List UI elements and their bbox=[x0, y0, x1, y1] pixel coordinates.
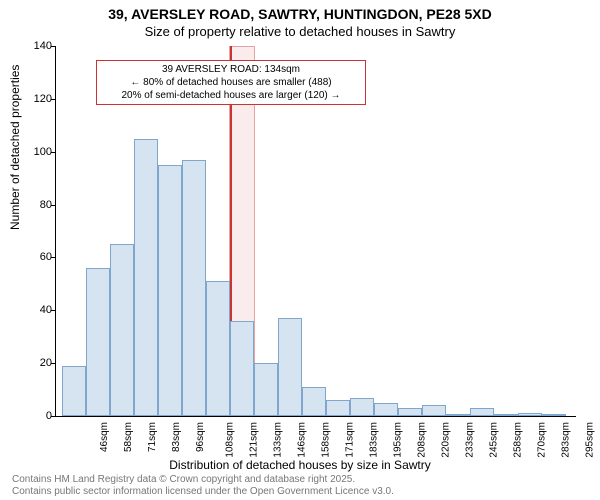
y-tick-mark bbox=[51, 416, 55, 417]
y-tick-label: 120 bbox=[34, 93, 52, 105]
histogram-bar bbox=[230, 321, 254, 416]
histogram-bar bbox=[62, 366, 86, 416]
title-line2: Size of property relative to detached ho… bbox=[0, 24, 600, 39]
callout-line2: ← 80% of detached houses are smaller (48… bbox=[101, 76, 361, 89]
callout-line1: 39 AVERSLEY ROAD: 134sqm bbox=[101, 63, 361, 76]
x-tick-label: 121sqm bbox=[249, 422, 260, 458]
x-tick-label: 96sqm bbox=[195, 422, 206, 452]
x-tick-label: 133sqm bbox=[273, 422, 284, 458]
y-axis-label: Number of detached properties bbox=[8, 65, 22, 230]
y-tick-mark bbox=[51, 257, 55, 258]
x-tick-label: 71sqm bbox=[147, 422, 158, 452]
x-tick-label: 183sqm bbox=[369, 422, 380, 458]
histogram-bar bbox=[158, 165, 182, 416]
y-tick-mark bbox=[51, 205, 55, 206]
histogram-bar bbox=[422, 405, 446, 416]
chart-container: 39, AVERSLEY ROAD, SAWTRY, HUNTINGDON, P… bbox=[0, 0, 600, 500]
footer-line2: Contains public sector information licen… bbox=[12, 486, 394, 498]
x-axis-label: Distribution of detached houses by size … bbox=[0, 458, 600, 472]
callout-box: 39 AVERSLEY ROAD: 134sqm ← 80% of detach… bbox=[96, 60, 366, 105]
histogram-bar bbox=[398, 408, 422, 416]
histogram-bar bbox=[278, 318, 302, 416]
x-tick-label: 220sqm bbox=[441, 422, 452, 458]
footer: Contains HM Land Registry data © Crown c… bbox=[12, 474, 394, 498]
histogram-bar bbox=[374, 403, 398, 416]
histogram-bar bbox=[470, 408, 494, 416]
y-tick-mark bbox=[51, 99, 55, 100]
histogram-bar bbox=[446, 414, 470, 416]
y-tick-mark bbox=[51, 46, 55, 47]
histogram-bar bbox=[494, 414, 518, 416]
x-tick-label: 46sqm bbox=[99, 422, 110, 452]
histogram-bar bbox=[518, 413, 542, 416]
x-tick-label: 208sqm bbox=[417, 422, 428, 458]
x-tick-label: 108sqm bbox=[225, 422, 236, 458]
plot-area: 39 AVERSLEY ROAD: 134sqm ← 80% of detach… bbox=[55, 46, 576, 417]
x-tick-label: 258sqm bbox=[513, 422, 524, 458]
title-line1: 39, AVERSLEY ROAD, SAWTRY, HUNTINGDON, P… bbox=[0, 6, 600, 22]
x-tick-label: 171sqm bbox=[345, 422, 356, 458]
y-tick-mark bbox=[51, 310, 55, 311]
histogram-bar bbox=[542, 414, 566, 416]
x-tick-label: 245sqm bbox=[489, 422, 500, 458]
x-tick-label: 295sqm bbox=[585, 422, 596, 458]
x-tick-label: 233sqm bbox=[465, 422, 476, 458]
histogram-bar bbox=[206, 281, 230, 416]
y-tick-mark bbox=[51, 152, 55, 153]
x-tick-label: 158sqm bbox=[321, 422, 332, 458]
histogram-bar bbox=[350, 398, 374, 417]
y-tick-mark bbox=[51, 363, 55, 364]
histogram-bar bbox=[302, 387, 326, 416]
footer-line1: Contains HM Land Registry data © Crown c… bbox=[12, 474, 394, 486]
x-tick-label: 195sqm bbox=[393, 422, 404, 458]
callout-line3: 20% of semi-detached houses are larger (… bbox=[101, 89, 361, 102]
y-tick-label: 140 bbox=[34, 40, 52, 52]
histogram-bar bbox=[134, 139, 158, 417]
x-tick-label: 58sqm bbox=[123, 422, 134, 452]
x-tick-label: 146sqm bbox=[297, 422, 308, 458]
histogram-bar bbox=[182, 160, 206, 416]
histogram-bar bbox=[86, 268, 110, 416]
histogram-bar bbox=[254, 363, 278, 416]
histogram-bar bbox=[326, 400, 350, 416]
x-tick-label: 283sqm bbox=[561, 422, 572, 458]
x-tick-label: 83sqm bbox=[171, 422, 182, 452]
x-tick-label: 270sqm bbox=[537, 422, 548, 458]
histogram-bar bbox=[110, 244, 134, 416]
y-tick-label: 100 bbox=[34, 146, 52, 158]
